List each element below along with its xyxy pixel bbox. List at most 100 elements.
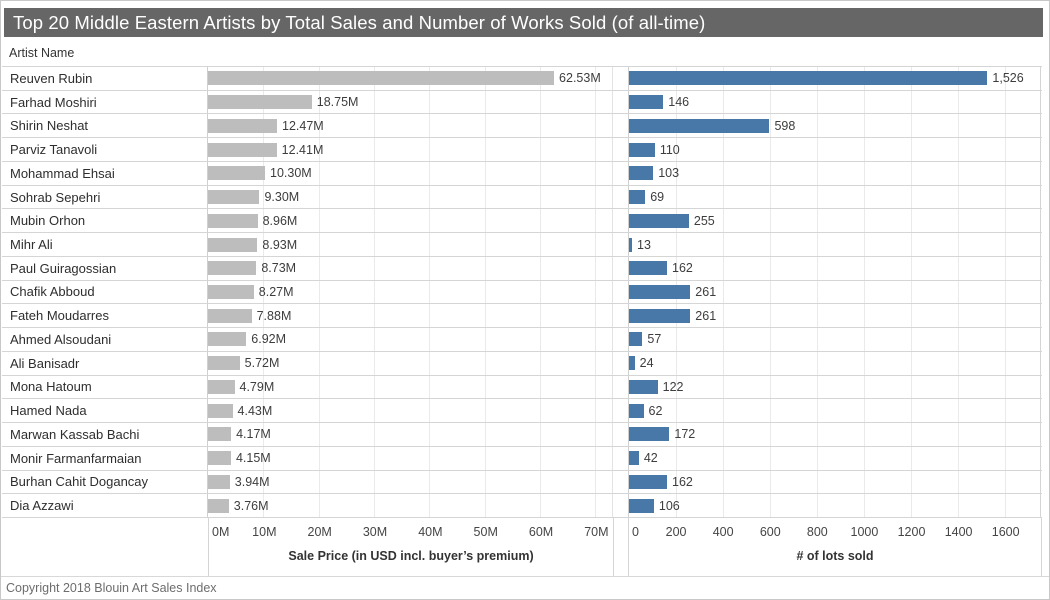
table-row: Mubin Orhon 8.96M 255 [2,208,1042,233]
artist-row-label[interactable]: Monir Farmanfarmaian [2,446,208,470]
artist-row-label[interactable]: Paul Guiragossian [2,256,208,280]
lots-bar[interactable] [629,332,643,347]
lots-cell: 1,526 [628,67,1041,90]
gridline [1004,185,1006,209]
gridline [1004,375,1006,399]
artist-row-label[interactable]: Mohammad Ehsai [2,161,208,185]
sales-value-label: 10.30M [270,166,312,181]
lots-bar[interactable] [629,213,689,228]
artist-row-label[interactable]: Parviz Tanavoli [2,138,208,161]
sales-bar[interactable] [208,190,260,205]
sales-bar[interactable] [208,118,277,133]
gridline [540,494,542,517]
artist-row-label[interactable]: Sohrab Sepehri [2,185,208,209]
lots-value-label: 172 [674,427,696,442]
sales-bar[interactable] [208,498,229,513]
lots-bar[interactable] [629,237,633,252]
gridline [863,280,865,304]
sales-cell: 4.79M [208,375,613,399]
gridline [595,494,597,517]
lots-bar[interactable] [629,190,646,205]
artist-row-label[interactable]: Ahmed Alsoudani [2,328,208,351]
sales-bar[interactable] [208,261,257,276]
lots-bar[interactable] [629,71,988,86]
gridline [1004,256,1006,280]
lots-bar[interactable] [629,166,654,181]
lots-bar[interactable] [629,284,691,299]
lots-bar[interactable] [629,403,644,418]
gridline [429,138,431,161]
sales-bar[interactable] [208,71,555,86]
axis-tick-label: 40M [418,525,443,539]
gridline [816,494,818,517]
artist-row-label[interactable]: Marwan Kassab Bachi [2,423,208,446]
sales-bar[interactable] [208,379,235,394]
gridline [374,90,376,114]
lots-bar[interactable] [629,379,658,394]
sales-bar[interactable] [208,237,258,252]
lots-bar[interactable] [629,427,670,442]
gridline [540,446,542,470]
sales-bar[interactable] [208,213,258,228]
sales-bar[interactable] [208,356,240,371]
artist-name-column-header: Artist Name [9,46,75,60]
sales-bar[interactable] [208,284,254,299]
gridline [540,351,542,375]
lots-bar[interactable] [629,95,664,110]
artist-row-label[interactable]: Reuven Rubin [2,67,208,90]
sales-bar[interactable] [208,427,232,442]
gridline [318,280,320,304]
sales-bar[interactable] [208,95,312,110]
gridline [263,423,265,446]
gridline [540,375,542,399]
lots-bar[interactable] [629,451,639,466]
gridline [263,399,265,423]
artist-row-label[interactable]: Dia Azzawi [2,494,208,517]
lots-bar[interactable] [629,474,668,489]
axis-tick-label: 20M [307,525,332,539]
artist-row-label[interactable]: Ali Banisadr [2,351,208,375]
artist-row-label[interactable]: Chafik Abboud [2,280,208,304]
sales-bar[interactable] [208,166,265,181]
artist-row-label[interactable]: Shirin Neshat [2,114,208,138]
gridline [816,161,818,185]
sales-bar[interactable] [208,474,230,489]
artist-row-label[interactable]: Mubin Orhon [2,209,208,233]
lots-bar[interactable] [629,118,770,133]
lots-cell: 13 [628,233,1041,256]
gridline [675,90,677,114]
lots-cell: 57 [628,328,1041,351]
sales-value-label: 8.73M [261,261,297,276]
lots-bar[interactable] [629,356,635,371]
gridline [722,446,724,470]
lots-bar[interactable] [629,308,691,323]
gridline [863,304,865,328]
chart-gap [613,186,628,209]
lots-bar[interactable] [629,261,668,276]
sales-bar[interactable] [208,451,231,466]
sales-bar[interactable] [208,403,233,418]
lots-bar[interactable] [629,498,654,513]
sales-bar[interactable] [208,332,247,347]
gridline [722,90,724,114]
gridline [769,304,771,328]
artist-row-label[interactable]: Farhad Moshiri [2,90,208,114]
gridline [595,256,597,280]
artist-row-label[interactable]: Burhan Cahit Dogancay [2,470,208,494]
lots-value-label: 261 [695,308,717,323]
chart-gap [613,328,628,351]
artist-row-label[interactable]: Mihr Ali [2,233,208,256]
gridline [484,470,486,494]
chart-gap [613,376,628,399]
sales-bar[interactable] [208,308,252,323]
lots-bar[interactable] [629,142,655,157]
lots-cell: 162 [628,470,1041,494]
artist-row-label[interactable]: Hamed Nada [2,399,208,423]
gridline [374,185,376,209]
lots-axis: 0 200 400 600 800 1000 1200 1400 1600 # of lots … [628,518,1042,576]
artist-row-label[interactable]: Fateh Moudarres [2,304,208,328]
sales-bar[interactable] [208,142,277,157]
table-row: Ali Banisadr 5.72M 24 [2,350,1042,375]
artist-row-label[interactable]: Mona Hatoum [2,375,208,399]
gridline [722,209,724,233]
